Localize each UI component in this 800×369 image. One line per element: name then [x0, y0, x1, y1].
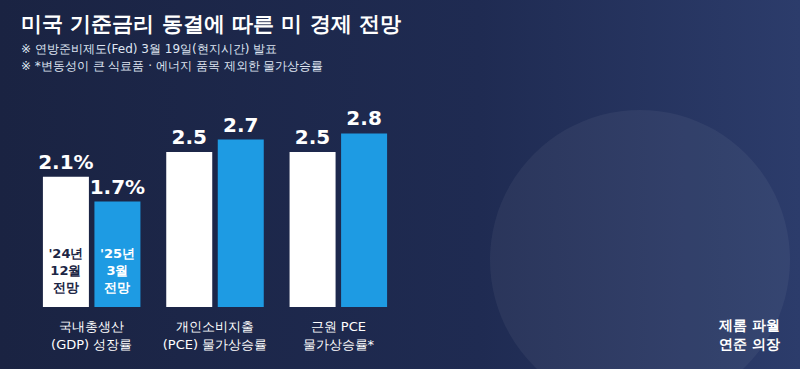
svg-text:2.8: 2.8	[346, 106, 381, 130]
svg-text:개인소비지출: 개인소비지출	[176, 319, 254, 334]
svg-text:2.5: 2.5	[295, 125, 330, 149]
svg-text:(GDP) 성장률: (GDP) 성장률	[51, 337, 132, 352]
svg-text:국내총생산: 국내총생산	[59, 319, 124, 334]
svg-text:전망: 전망	[104, 280, 130, 295]
svg-text:※ 연방준비제도(Fed) 3월 19일(현지시간) 발표: ※ 연방준비제도(Fed) 3월 19일(현지시간) 발표	[21, 42, 277, 56]
svg-text:근원 PCE: 근원 PCE	[311, 319, 366, 334]
svg-text:※ *변동성이 큰 식료품 · 에너지 품목 제외한 물가상: ※ *변동성이 큰 식료품 · 에너지 품목 제외한 물가상승률	[21, 59, 323, 73]
svg-text:3월: 3월	[106, 263, 128, 278]
svg-text:물가상승률*: 물가상승률*	[303, 337, 375, 352]
svg-text:2.5: 2.5	[172, 125, 207, 149]
svg-text:미국 기준금리 동결에 따른 미 경제 전망: 미국 기준금리 동결에 따른 미 경제 전망	[21, 12, 401, 36]
svg-text:제롬 파월: 제롬 파월	[718, 317, 780, 333]
svg-text:1.7%: 1.7%	[90, 175, 145, 199]
svg-text:전망: 전망	[53, 280, 79, 295]
svg-text:연준 의장: 연준 의장	[719, 336, 780, 352]
svg-text:2.7: 2.7	[223, 113, 258, 137]
svg-text:(PCE) 물가상승률: (PCE) 물가상승률	[163, 337, 267, 352]
svg-text:'24년: '24년	[48, 246, 83, 261]
svg-text:12월: 12월	[50, 263, 81, 278]
svg-text:2.1%: 2.1%	[38, 150, 93, 174]
svg-text:'25년: '25년	[100, 246, 135, 261]
